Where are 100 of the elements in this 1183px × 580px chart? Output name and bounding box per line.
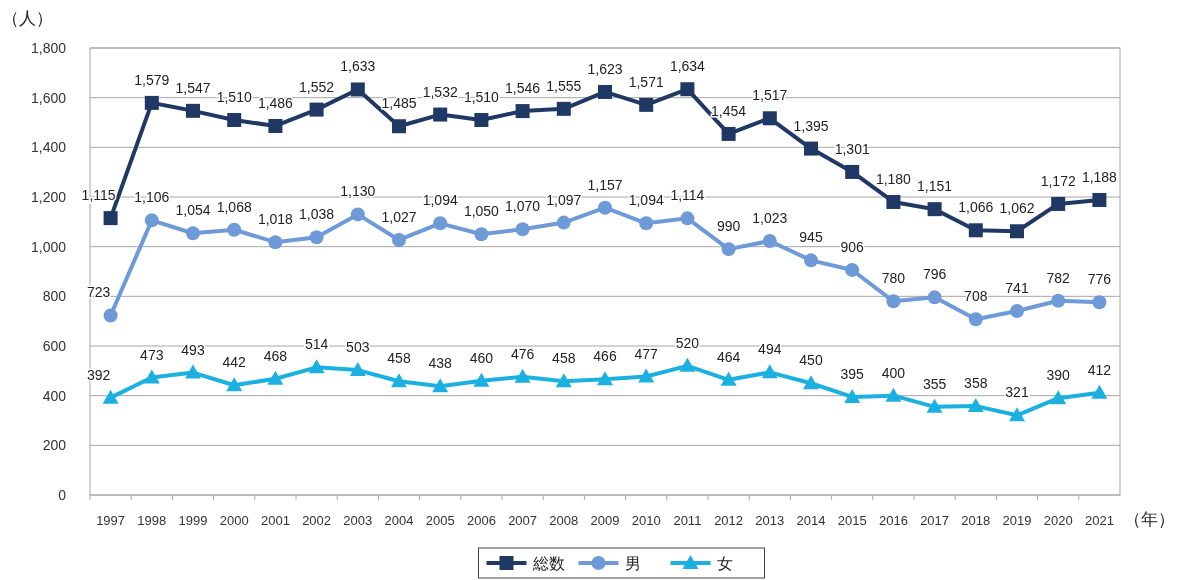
- data-label: 1,510: [216, 89, 252, 106]
- data-label: 464: [716, 348, 741, 365]
- point: [721, 126, 736, 141]
- x-tick-label: 1999: [178, 513, 208, 528]
- x-tick-label: 2019: [1002, 513, 1032, 528]
- data-label: 390: [1046, 367, 1071, 384]
- point: [433, 107, 448, 122]
- data-label: 1,115: [81, 187, 116, 204]
- data-label: 1,532: [422, 83, 458, 100]
- y-tick-label: 1,600: [30, 89, 67, 106]
- x-tick-label: 2018: [961, 513, 991, 528]
- data-label: 1,623: [587, 60, 623, 77]
- point: [1009, 407, 1025, 422]
- data-label: 1,485: [381, 95, 417, 112]
- y-tick-label: 600: [42, 338, 67, 354]
- point: [679, 357, 696, 372]
- data-label: 458: [552, 350, 576, 367]
- point: [556, 101, 571, 116]
- data-label: 392: [86, 366, 111, 383]
- point: [845, 164, 860, 179]
- data-label: 1,579: [134, 71, 170, 88]
- data-label: 494: [758, 341, 782, 358]
- point: [804, 253, 818, 268]
- data-label: 1,555: [546, 77, 582, 94]
- point: [1091, 384, 1108, 399]
- data-label: 1,151: [917, 178, 953, 195]
- point: [432, 378, 449, 393]
- data-label: 460: [469, 349, 494, 366]
- data-label: 1,633: [340, 58, 376, 75]
- data-label: 1,157: [587, 176, 623, 193]
- x-tick-label: 1997: [96, 513, 126, 528]
- x-tick-label: 2013: [755, 513, 785, 528]
- point: [102, 389, 119, 404]
- data-label: 741: [1005, 279, 1029, 296]
- point: [803, 375, 819, 390]
- data-label: 503: [346, 339, 370, 356]
- data-label: 1,054: [175, 202, 211, 219]
- data-label: 1,571: [628, 73, 664, 90]
- point: [555, 373, 572, 388]
- point: [186, 103, 200, 118]
- x-tick-label: 2014: [796, 513, 826, 528]
- data-label: 1,023: [752, 209, 788, 226]
- data-label: 1,066: [958, 199, 994, 216]
- point: [103, 211, 118, 226]
- data-label: 493: [181, 341, 205, 358]
- point: [761, 364, 778, 379]
- point: [267, 370, 284, 385]
- point: [597, 371, 613, 386]
- point: [349, 362, 366, 377]
- data-label: 1,301: [834, 140, 870, 157]
- x-tick-label: 2020: [1043, 513, 1073, 528]
- point: [844, 388, 861, 403]
- x-tick-label: 2009: [590, 513, 620, 528]
- point: [1051, 293, 1066, 308]
- x-tick-label: 2017: [920, 513, 950, 528]
- x-tick-label: 2008: [549, 513, 579, 528]
- data-label: 1,180: [875, 170, 912, 187]
- data-label: 990: [716, 218, 741, 235]
- y-tick-label: 800: [42, 288, 67, 305]
- data-label: 796: [922, 266, 947, 283]
- data-label: 782: [1046, 269, 1071, 286]
- point: [680, 211, 695, 226]
- x-tick-label: 2010: [631, 513, 661, 528]
- data-label: 1,050: [463, 203, 500, 220]
- data-label: 520: [675, 334, 700, 351]
- point: [103, 308, 118, 323]
- point: [144, 213, 159, 228]
- x-tick-label: 2002: [302, 513, 332, 528]
- data-label: 1,486: [257, 94, 294, 111]
- data-label: 358: [964, 375, 988, 392]
- point: [391, 373, 407, 388]
- point: [515, 104, 530, 119]
- data-label: 1,038: [299, 206, 335, 223]
- point: [474, 113, 489, 128]
- data-label: 458: [387, 350, 411, 367]
- point: [638, 368, 655, 383]
- data-label: 473: [140, 346, 164, 363]
- point: [473, 372, 490, 387]
- point: [474, 227, 489, 242]
- data-label: 395: [840, 365, 865, 382]
- data-label: 321: [1005, 384, 1029, 401]
- point: [1010, 224, 1024, 239]
- x-tick-label: 2012: [714, 513, 744, 528]
- y-tick-label: 200: [42, 437, 67, 454]
- x-tick-label: 2011: [673, 513, 702, 528]
- x-tick-label: 2004: [384, 513, 414, 528]
- data-label: 906: [840, 239, 865, 256]
- data-label: 1,546: [505, 80, 541, 97]
- data-label: 776: [1087, 271, 1112, 288]
- point: [680, 82, 695, 97]
- x-tick-label: 2015: [837, 513, 867, 528]
- data-label: 1,188: [1081, 168, 1118, 185]
- x-tick-label: 2016: [878, 513, 908, 528]
- data-label: 1,130: [340, 183, 376, 200]
- point: [392, 119, 406, 134]
- data-label: 1,114: [670, 187, 705, 204]
- point: [639, 97, 654, 112]
- y-axis-title: （人）: [2, 9, 53, 28]
- data-label: 1,510: [463, 89, 500, 106]
- point: [762, 233, 777, 248]
